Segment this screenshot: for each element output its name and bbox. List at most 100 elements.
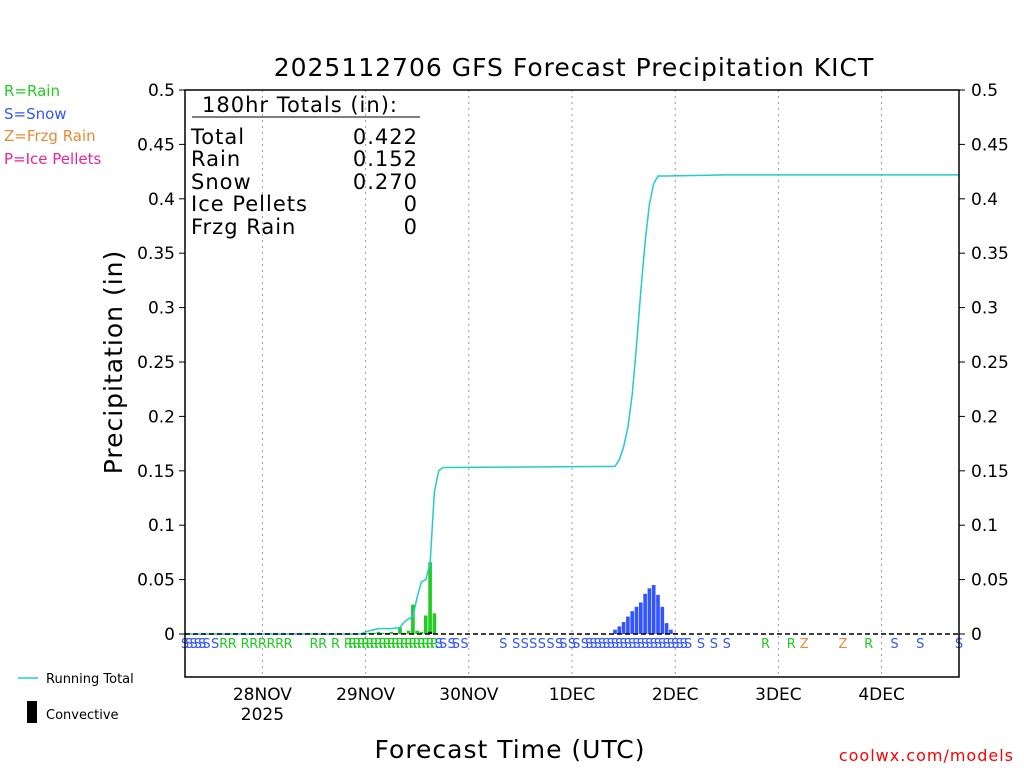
plot-frame	[184, 89, 960, 678]
ptype-letter: R	[258, 637, 267, 652]
ptype-letter: R	[331, 637, 340, 652]
y-tick-left: 0.2	[148, 407, 175, 427]
ptype-letter: S	[460, 637, 468, 652]
ptype-letter: S	[890, 637, 898, 652]
ptype-letter: S	[607, 637, 615, 652]
ptype-letter: S	[602, 637, 610, 652]
ptype-letter: R	[430, 637, 439, 652]
ptype-letter: S	[632, 637, 640, 652]
ptype-letter: R	[400, 637, 409, 652]
y-tick-left: 0.4	[148, 190, 175, 210]
ptype-letter: S	[581, 637, 589, 652]
ptype-letter: R	[374, 637, 383, 652]
precip-bar	[613, 629, 617, 634]
ptype-letter: S	[628, 637, 636, 652]
totals-total-value: 0.422	[353, 125, 418, 149]
totals-rain-label: Rain	[191, 147, 241, 171]
precip-bar	[423, 615, 428, 634]
ptype-letter: S	[598, 637, 606, 652]
x-axis-label: Forecast Time (UTC)	[375, 735, 646, 764]
ptype-letter: R	[344, 637, 353, 652]
ptype-letter: R	[378, 637, 387, 652]
ptype-letter: S	[435, 637, 443, 652]
ptype-letter: R	[357, 637, 366, 652]
ptype-letter: R	[761, 637, 770, 652]
totals-rain-value: 0.152	[353, 147, 418, 171]
precip-bar	[398, 627, 402, 634]
ptype-letter: R	[318, 637, 327, 652]
ptype-letter: S	[710, 637, 718, 652]
ptype-letter: R	[275, 637, 284, 652]
ptype-letter: S	[650, 637, 658, 652]
footer-credit: coolwx.com/models	[839, 746, 1014, 765]
legend-ice-pellets: P=Ice Pellets	[4, 150, 101, 168]
y-tick-left: 0.35	[137, 244, 175, 264]
y-tick-left: 0.5	[148, 81, 175, 101]
precip-bar	[643, 593, 647, 634]
ptype-letter: S	[615, 637, 623, 652]
legend-snow: S=Snow	[4, 105, 67, 123]
x-tick-label: 28NOV	[233, 685, 292, 705]
ptype-letter: S	[439, 637, 447, 652]
ptype-letter: S	[585, 637, 593, 652]
precip-bar	[664, 623, 669, 634]
ptype-letter: R	[348, 637, 357, 652]
ptype-letter: R	[395, 637, 404, 652]
ptype-letter: R	[417, 637, 426, 652]
y-tick-right: 0.3	[971, 299, 998, 319]
ptype-letter: S	[538, 637, 546, 652]
precip-bar	[406, 630, 411, 634]
ptype-letter: S	[671, 637, 679, 652]
ptype-letter: S	[572, 637, 580, 652]
ptype-letter: S	[521, 637, 529, 652]
ptype-letter: Z	[838, 637, 847, 652]
y-tick-right: 0.5	[971, 81, 998, 101]
y-tick-right: 0.2	[971, 407, 998, 427]
y-tick-right: 0.45	[971, 135, 1009, 155]
ptype-letter: R	[864, 637, 873, 652]
y-tick-left: 0.3	[148, 299, 175, 319]
ptype-letter: S	[194, 637, 202, 652]
precip-bar	[634, 606, 639, 634]
precip-bar	[651, 585, 656, 634]
ptype-letter: S	[916, 637, 924, 652]
chart-title: 2025112706 GFS Forecast Precipitation KI…	[274, 53, 875, 82]
ptype-letter: R	[361, 637, 370, 652]
ptype-letter: S	[452, 637, 460, 652]
y-tick-right: 0.25	[971, 353, 1009, 373]
grid-lines	[261, 90, 883, 677]
ptype-letter: S	[546, 637, 554, 652]
ptype-letter: S	[555, 637, 563, 652]
ptype-letter: S	[697, 637, 705, 652]
ptype-letter: R	[370, 637, 379, 652]
ptype-letter: S	[658, 637, 666, 652]
totals-frzg-rain-value: 0	[404, 215, 418, 239]
precip-bar	[638, 602, 643, 634]
ptype-letter: R	[408, 637, 417, 652]
ptype-letter: S	[594, 637, 602, 652]
ptype-letter: R	[241, 637, 250, 652]
ptype-letter: Z	[800, 637, 809, 652]
ptype-letter: S	[568, 637, 576, 652]
ptype-letter: S	[662, 637, 670, 652]
ptype-letter: R	[426, 637, 435, 652]
ptype-letter: R	[413, 637, 422, 652]
legend-frzg-rain: Z=Frzg Rain	[4, 127, 96, 145]
ptype-letter: R	[284, 637, 293, 652]
totals-total-label: Total	[190, 125, 245, 149]
ptype-letter: S	[589, 637, 597, 652]
ptype-letter: R	[404, 637, 413, 652]
x-tick-label: 4DEC	[858, 685, 905, 705]
y-tick-left: 0	[164, 625, 175, 645]
x-tick-label: 3DEC	[755, 685, 802, 705]
ptype-letter: S	[529, 637, 537, 652]
ptype-letter: R	[219, 637, 228, 652]
ptype-letter: S	[723, 637, 731, 652]
precip-bar	[380, 632, 385, 634]
ptype-letter: S	[667, 637, 675, 652]
totals-ice-pellets-label: Ice Pellets	[191, 192, 308, 216]
totals-snow-value: 0.270	[353, 170, 418, 194]
precip-bar	[432, 613, 437, 634]
ptype-letter: R	[387, 637, 396, 652]
ptype-letter: R	[383, 637, 392, 652]
